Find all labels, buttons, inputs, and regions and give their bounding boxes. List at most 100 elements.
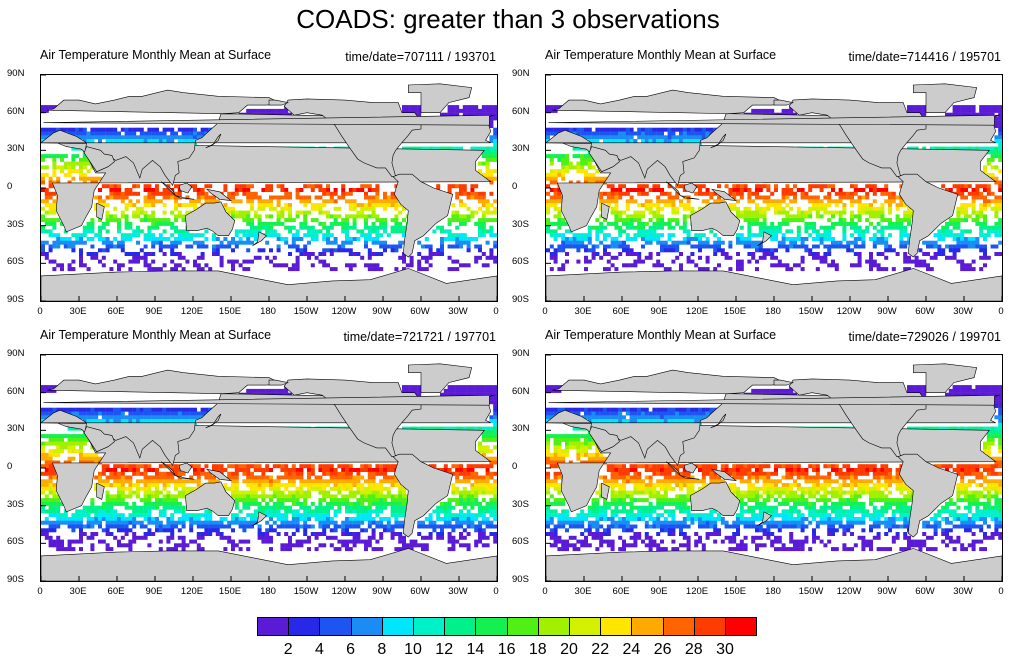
data-cell — [48, 437, 53, 442]
data-cell — [124, 218, 129, 223]
data-cell — [606, 135, 611, 140]
data-cell — [166, 191, 171, 196]
data-cell — [326, 494, 330, 499]
data-cell — [998, 120, 1002, 125]
data-cell — [379, 199, 384, 204]
data-cell — [196, 520, 201, 525]
data-cell — [565, 259, 569, 264]
data-cell — [610, 131, 615, 136]
data-cell — [872, 225, 877, 230]
data-cell — [732, 188, 737, 192]
data-cell — [162, 135, 167, 140]
data-cell — [246, 483, 251, 488]
data-cell — [686, 255, 691, 260]
data-cell — [181, 471, 186, 476]
data-cell — [208, 475, 213, 480]
data-cell — [166, 244, 171, 249]
data-cell — [493, 199, 497, 204]
data-cell — [215, 244, 220, 249]
data-cell — [698, 191, 702, 196]
data-cell — [364, 184, 368, 189]
data-cell — [280, 184, 285, 189]
data-cell — [462, 188, 467, 192]
data-cell — [63, 154, 68, 159]
data-cell — [166, 218, 171, 223]
data-cell — [151, 411, 156, 416]
data-cell — [587, 259, 592, 264]
data-cell — [793, 214, 797, 219]
data-cell — [250, 513, 254, 518]
data-cell — [629, 131, 634, 136]
data-cell — [610, 195, 615, 200]
data-cell — [295, 468, 300, 472]
data-cell — [637, 233, 642, 238]
data-cell — [717, 237, 721, 241]
data-cell — [94, 203, 99, 208]
data-cell — [75, 240, 80, 245]
data-cell — [827, 218, 832, 223]
data-cell — [269, 229, 273, 234]
data-cell — [242, 210, 247, 215]
data-cell — [979, 105, 984, 110]
data-cell — [109, 419, 114, 423]
data-cell — [998, 240, 1002, 245]
data-cell — [162, 486, 167, 491]
data-cell — [284, 108, 289, 113]
data-cell — [561, 169, 566, 174]
data-cell — [656, 206, 661, 211]
data-cell — [48, 486, 53, 491]
data-cell — [261, 206, 266, 211]
data-cell — [421, 255, 425, 260]
data-cell — [276, 513, 281, 518]
data-cell — [793, 191, 797, 196]
data-cell — [265, 532, 270, 536]
data-cell — [424, 255, 429, 260]
lon-tick-label: 90W — [372, 306, 392, 317]
data-cell — [945, 225, 949, 230]
data-cell — [253, 468, 258, 472]
data-cell — [964, 214, 968, 219]
data-cell — [675, 184, 680, 189]
data-cell — [295, 490, 300, 495]
data-cell — [44, 255, 49, 260]
data-cell — [147, 267, 152, 272]
data-cell — [910, 210, 915, 215]
data-cell — [94, 509, 99, 514]
data-cell — [470, 146, 475, 151]
data-cell — [352, 221, 357, 226]
data-cell — [151, 267, 156, 272]
data-cell — [143, 252, 148, 256]
data-cell — [52, 509, 57, 514]
data-cell — [994, 105, 999, 110]
data-cell — [181, 229, 186, 234]
data-cell — [998, 225, 1002, 230]
data-cell — [455, 195, 460, 200]
data-cell — [67, 411, 72, 416]
data-cell — [629, 225, 634, 230]
data-cell — [295, 543, 300, 548]
data-cell — [79, 411, 83, 416]
data-cell — [447, 267, 452, 272]
data-cell — [914, 146, 919, 151]
land-polygon — [683, 182, 698, 194]
data-cell — [143, 464, 148, 469]
data-cell — [994, 116, 999, 121]
data-cell — [367, 225, 372, 230]
data-cell — [269, 188, 273, 192]
data-cell — [189, 524, 194, 529]
land-masses — [546, 83, 1002, 301]
data-cell — [105, 184, 110, 189]
data-cell — [86, 169, 91, 174]
data-cell — [117, 267, 121, 272]
data-cell — [998, 169, 1002, 174]
data-cell — [303, 483, 308, 488]
data-cell — [660, 191, 664, 196]
data-cell — [310, 218, 315, 223]
data-cell — [124, 131, 129, 136]
data-cell — [234, 479, 239, 484]
data-cell — [869, 259, 873, 264]
data-cell — [56, 437, 61, 442]
data-cell — [120, 464, 125, 469]
data-cell — [155, 135, 159, 140]
data-cell — [819, 233, 824, 238]
